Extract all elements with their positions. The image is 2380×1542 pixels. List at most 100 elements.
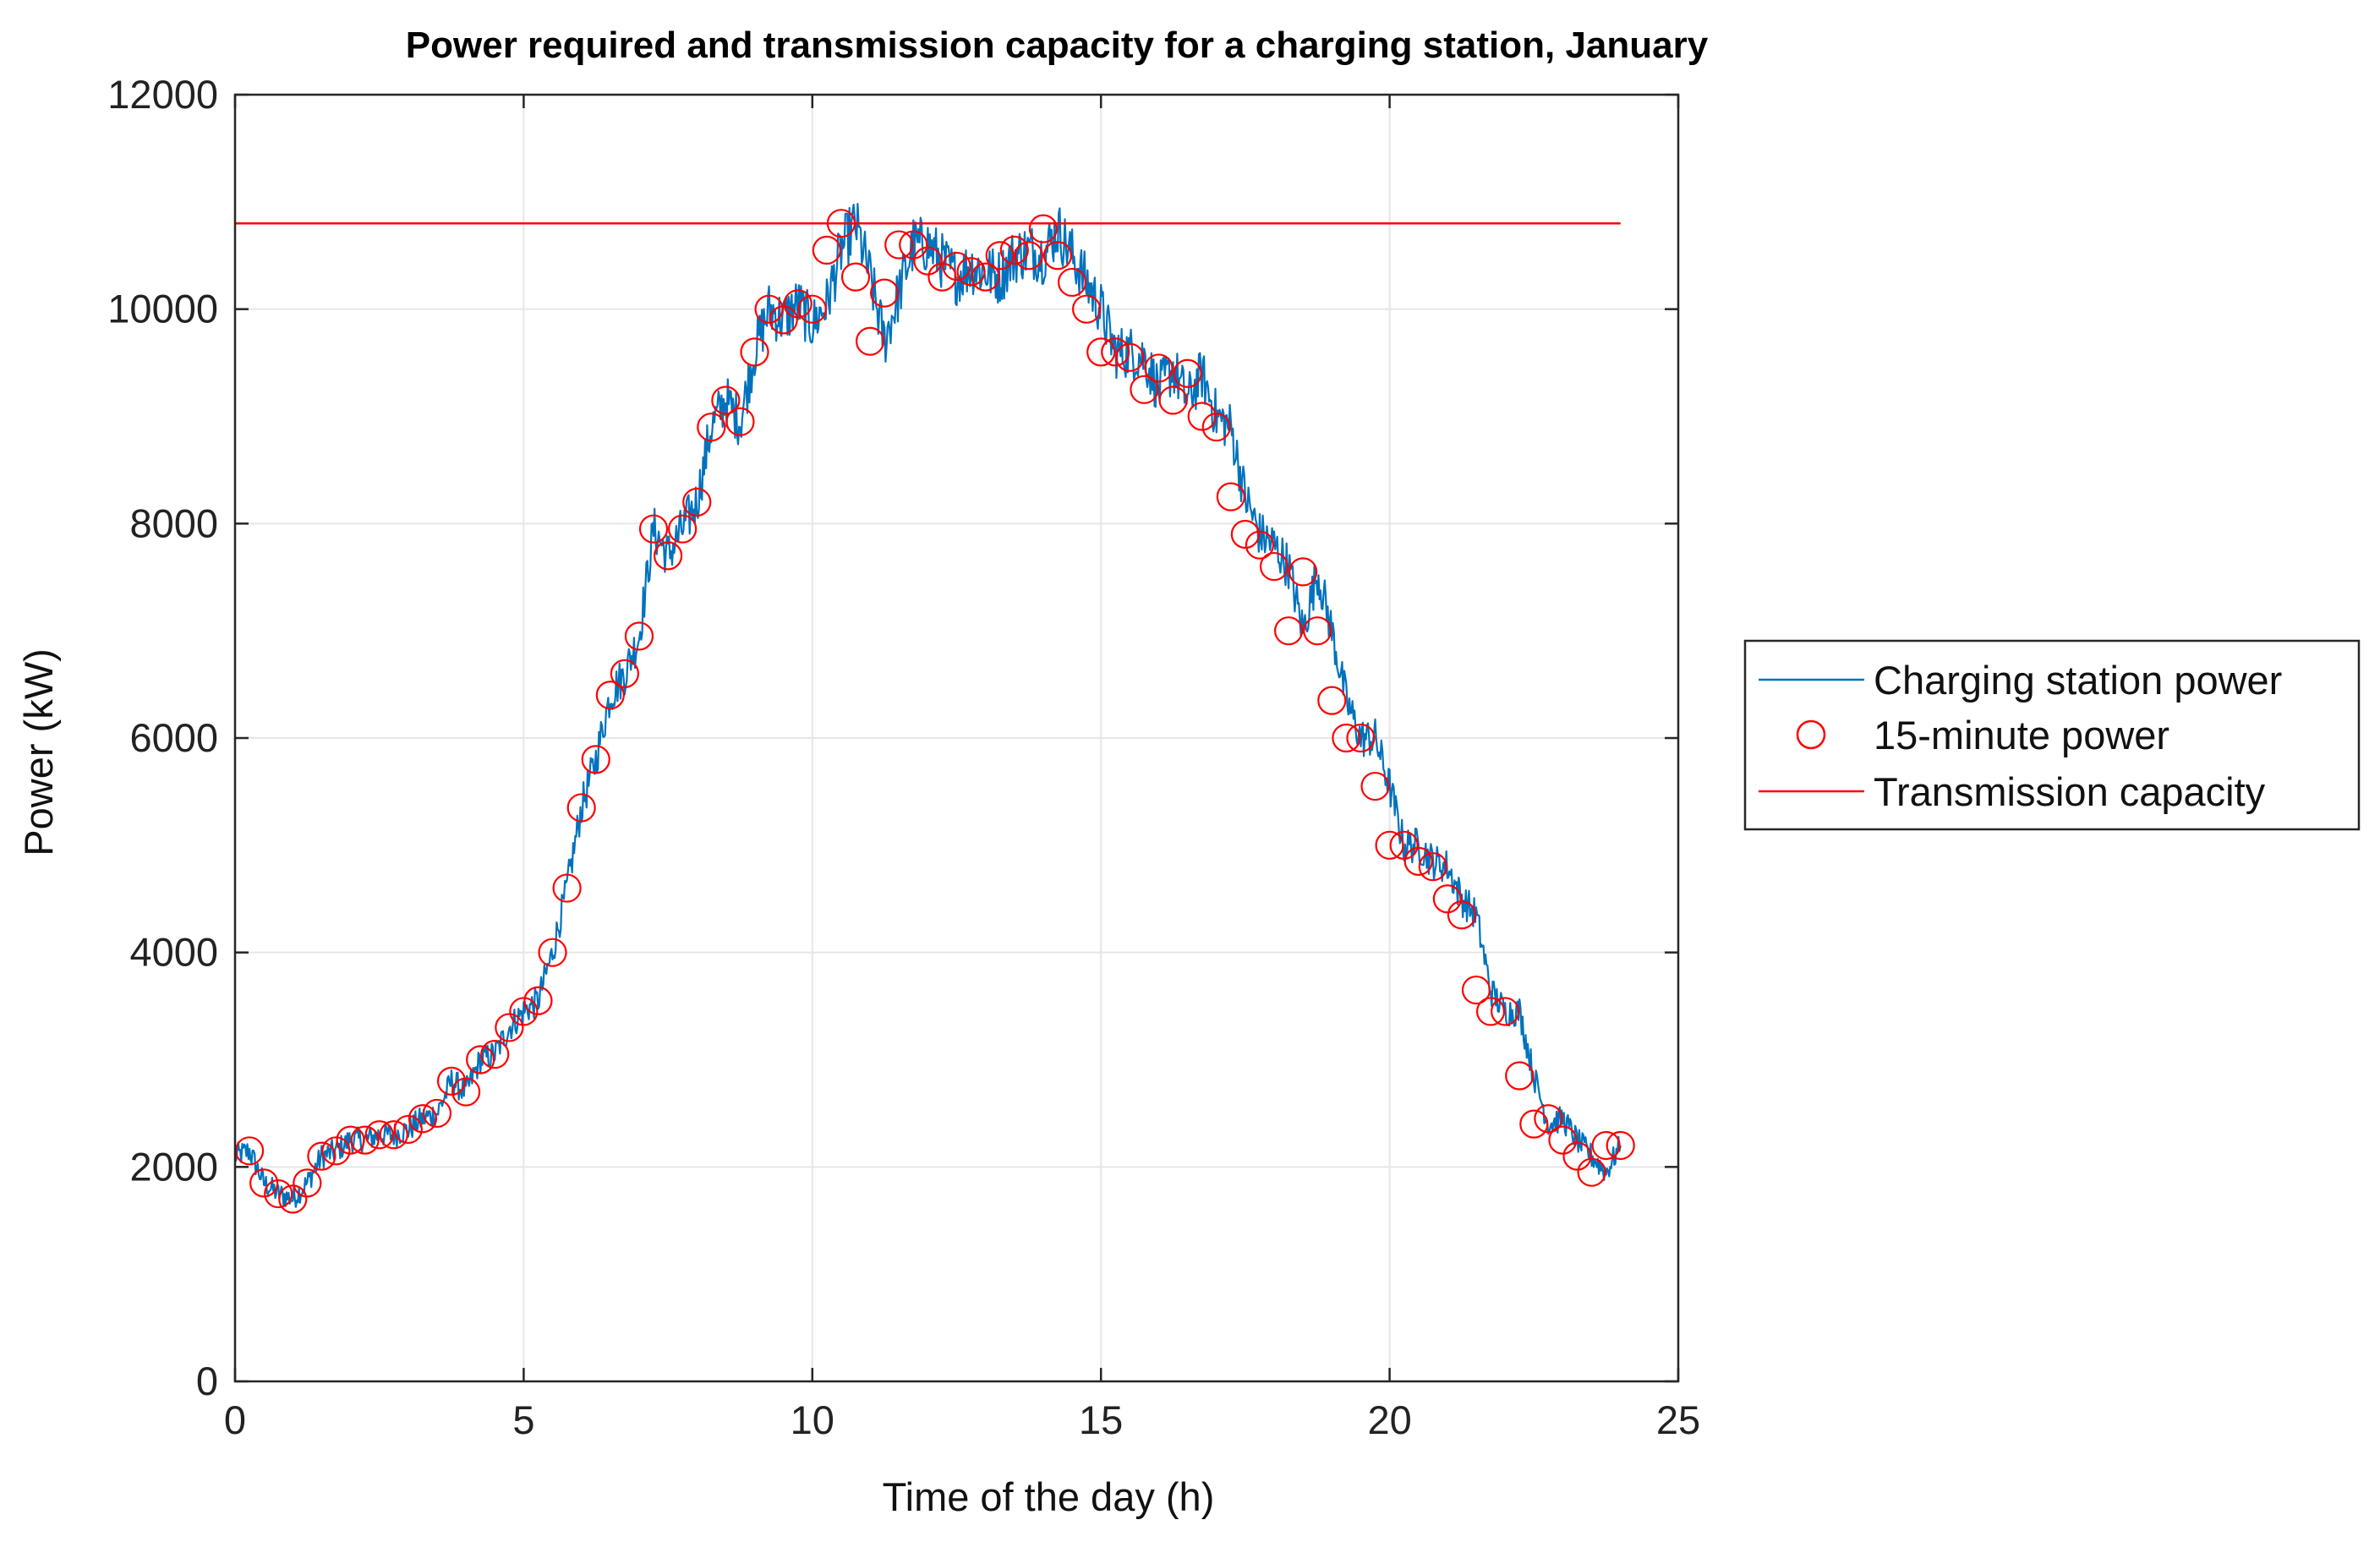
marker-15-minute-power (1389, 830, 1419, 860)
marker-15-minute-power (870, 278, 900, 308)
marker-15-minute-power (638, 514, 669, 544)
marker-15-minute-power (1230, 519, 1261, 550)
marker-15-minute-power (1432, 884, 1462, 914)
marker-15-minute-power (1014, 241, 1043, 271)
marker-15-minute-power (1259, 551, 1289, 582)
marker-15-minute-power (1187, 402, 1217, 431)
marker-15-minute-power (1591, 1130, 1621, 1161)
marker-15-minute-power (971, 262, 1000, 292)
x-tick-label: 10 (791, 1397, 834, 1442)
marker-15-minute-power (1505, 1061, 1535, 1091)
marker-15-minute-power (408, 1104, 438, 1134)
marker-15-minute-power (1072, 294, 1102, 324)
marker-15-minute-power (495, 1013, 524, 1042)
marker-15-minute-power (436, 1066, 467, 1096)
marker-15-minute-power (956, 257, 986, 287)
marker-15-minute-power (1447, 900, 1477, 930)
marker-15-minute-power (364, 1120, 394, 1150)
marker-15-minute-power (1303, 616, 1332, 646)
x-tick-label: 15 (1079, 1397, 1123, 1442)
marker-15-minute-power (1158, 386, 1188, 415)
legend: Charging station power 15-minute power T… (1743, 639, 2361, 831)
marker-15-minute-power (1144, 353, 1174, 383)
marker-15-minute-power (595, 681, 625, 710)
marker-15-minute-power (1418, 852, 1447, 882)
y-tick-label: 8000 (129, 500, 218, 545)
marker-15-minute-power (249, 1168, 279, 1198)
marker-15-minute-power (552, 873, 582, 903)
marker-15-minute-power (610, 659, 639, 689)
marker-15-minute-power (840, 262, 871, 292)
marker-15-minute-power (913, 246, 943, 276)
marker-15-minute-power (1274, 616, 1304, 646)
marker-15-minute-power (1346, 723, 1376, 753)
x-tick-label: 5 (512, 1397, 534, 1442)
legend-swatch-15-minute-power (1796, 719, 1826, 750)
marker-15-minute-power (668, 514, 698, 544)
axis-ticks: 0 5 10 15 20 25 0 2000 4000 6000 8000 10000 12000 (107, 72, 1700, 1442)
marker-15-minute-power (1216, 482, 1245, 511)
marker-15-minute-power (278, 1184, 308, 1214)
legend-label-charging-station-power: Charging station power (1874, 658, 2282, 703)
marker-15-minute-power (336, 1125, 365, 1155)
marker-15-minute-power (1057, 267, 1087, 298)
marker-15-minute-power (350, 1125, 380, 1155)
marker-15-minute-power (393, 1114, 423, 1145)
legend-label-transmission-capacity: Transmission capacity (1874, 769, 2266, 814)
marker-15-minute-power (293, 1168, 322, 1198)
marker-15-minute-power (754, 294, 784, 324)
marker-15-minute-power (1042, 241, 1073, 271)
marker-15-minute-power (1115, 342, 1145, 372)
marker-15-minute-power (725, 407, 755, 436)
y-tick-label: 2000 (129, 1144, 218, 1189)
marker-15-minute-power (1332, 723, 1361, 753)
marker-15-minute-power (1577, 1157, 1606, 1187)
marker-15-minute-power (1130, 375, 1159, 404)
marker-15-minute-power (1548, 1125, 1578, 1155)
marker-15-minute-power (783, 289, 812, 319)
marker-15-minute-power (624, 621, 654, 651)
marker-15-minute-power (826, 209, 856, 238)
marker-15-minute-power (1201, 413, 1231, 442)
marker-15-minute-power (1086, 337, 1116, 367)
y-axis-label: Power (kW) (16, 648, 61, 856)
marker-15-minute-power (1317, 686, 1347, 715)
marker-15-minute-power (769, 305, 798, 335)
marker-15-minute-power (1534, 1104, 1563, 1134)
marker-15-minute-power (985, 241, 1015, 271)
x-tick-label: 25 (1656, 1397, 1700, 1442)
marker-15-minute-power (1173, 358, 1202, 388)
marker-15-minute-power (1288, 557, 1318, 587)
marker-15-minute-power (480, 1040, 510, 1069)
marker-15-minute-power (855, 326, 885, 356)
marker-15-minute-power (523, 986, 553, 1015)
marker-15-minute-power (509, 997, 539, 1026)
marker-15-minute-power (899, 230, 928, 260)
y-tick-label: 0 (196, 1359, 218, 1403)
series-line-charging-station-power (233, 203, 1622, 1208)
y-tick-label: 12000 (107, 72, 218, 117)
marker-15-minute-power (379, 1120, 408, 1150)
marker-15-minute-power (1245, 530, 1275, 560)
marker-15-minute-power (1375, 830, 1404, 860)
legend-box (1743, 639, 2361, 831)
marker-15-minute-power (422, 1098, 452, 1129)
marker-15-minute-power (812, 235, 841, 265)
y-tick-label: 10000 (107, 287, 218, 331)
y-tick-label: 4000 (129, 930, 218, 975)
marker-15-minute-power (1519, 1109, 1549, 1139)
x-axis-label: Time of the day (h) (883, 1474, 1215, 1519)
marker-15-minute-power (1562, 1141, 1592, 1171)
marker-15-minute-power (466, 1045, 495, 1074)
marker-15-minute-power (1360, 771, 1390, 801)
marker-15-minute-power (1461, 975, 1491, 1005)
marker-15-minute-power (740, 337, 769, 367)
marker-15-minute-power (1606, 1130, 1635, 1161)
marker-15-minute-power (321, 1136, 351, 1166)
marker-15-minute-power (1101, 337, 1130, 367)
marker-15-minute-power (451, 1077, 481, 1107)
marker-15-minute-power (884, 230, 914, 260)
marker-15-minute-power (1028, 214, 1059, 243)
